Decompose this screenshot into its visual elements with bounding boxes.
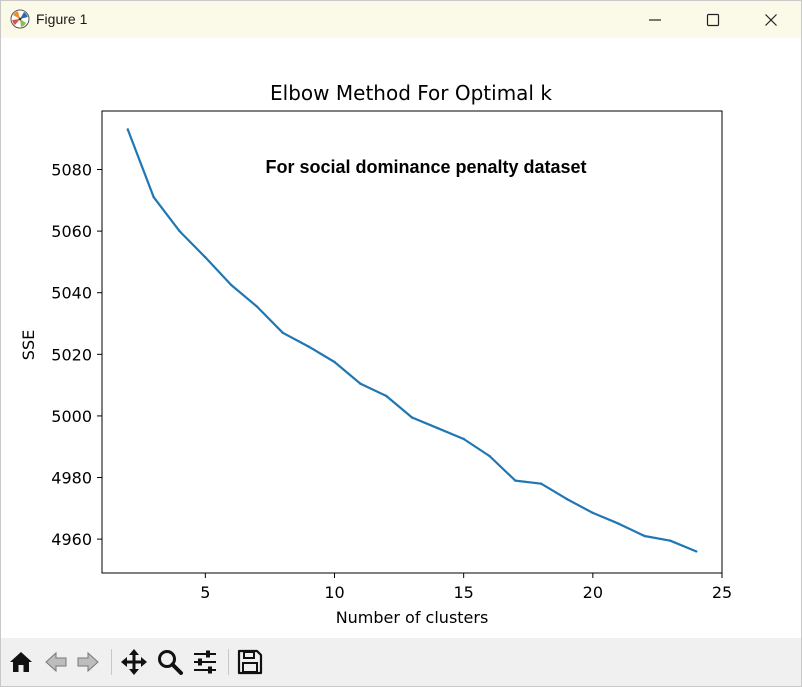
data-point — [333, 360, 336, 364]
pan-button[interactable] — [119, 647, 149, 677]
back-icon — [45, 651, 67, 673]
y-axis: 4960 4980 5000 5020 5040 5060 5080 — [51, 161, 102, 549]
data-point — [669, 539, 672, 542]
y-tick-label: 5040 — [51, 284, 92, 303]
data-point — [540, 482, 543, 485]
data-point — [359, 382, 362, 385]
minimize-button[interactable] — [626, 1, 684, 38]
configure-subplots-icon — [194, 650, 216, 674]
maximize-button[interactable] — [684, 1, 742, 38]
data-point — [178, 229, 181, 233]
x-tick-label: 15 — [453, 583, 473, 602]
data-point — [385, 394, 388, 398]
data-point — [126, 128, 129, 131]
data-point — [591, 511, 594, 515]
forward-icon — [77, 651, 99, 673]
data-point — [514, 479, 517, 482]
configure-subplots-button[interactable] — [190, 647, 220, 677]
data-point — [255, 305, 259, 308]
data-point — [488, 454, 491, 458]
y-axis-label: SSE — [19, 330, 38, 360]
data-point — [152, 196, 155, 199]
series-points — [126, 128, 698, 553]
toolbar-separator — [228, 649, 229, 675]
maximize-icon — [706, 13, 720, 26]
y-tick-label: 5020 — [51, 345, 92, 364]
toolbar-separator — [111, 649, 112, 675]
data-point — [410, 416, 414, 419]
back-button[interactable] — [41, 647, 71, 677]
home-button[interactable] — [6, 647, 36, 677]
close-button[interactable] — [742, 1, 800, 38]
pan-icon — [121, 649, 147, 675]
zoom-button[interactable] — [155, 647, 185, 677]
minimize-icon — [649, 18, 661, 21]
data-point — [307, 345, 310, 348]
y-tick-label: 5080 — [51, 161, 92, 180]
data-point — [436, 427, 439, 430]
window-title: Figure 1 — [36, 11, 88, 27]
y-tick-label: 4960 — [51, 530, 92, 549]
chart-title: Elbow Method For Optimal k — [270, 81, 552, 105]
close-icon — [765, 13, 777, 26]
data-point — [462, 437, 465, 441]
x-tick-label: 20 — [583, 583, 603, 602]
x-tick-label: 5 — [200, 583, 210, 602]
save-button[interactable] — [235, 647, 265, 677]
data-point — [281, 331, 284, 334]
data-point — [617, 522, 620, 525]
navigation-toolbar — [1, 638, 801, 686]
y-tick-label: 4980 — [51, 469, 92, 488]
data-point — [643, 534, 646, 538]
chart-annotation: For social dominance penalty dataset — [265, 157, 586, 177]
save-icon — [237, 649, 263, 675]
forward-button[interactable] — [73, 647, 103, 677]
plot-area — [101, 110, 723, 574]
data-point — [565, 497, 569, 501]
data-point — [695, 550, 698, 553]
title-bar[interactable]: Figure 1 — [1, 1, 801, 38]
matplotlib-app-icon — [10, 9, 30, 29]
y-tick-label: 5060 — [51, 222, 92, 241]
home-icon — [10, 652, 32, 672]
x-tick-label: 10 — [324, 583, 344, 602]
x-axis-label: Number of clusters — [336, 608, 489, 627]
data-point — [230, 283, 233, 287]
x-tick-label: 25 — [712, 583, 732, 602]
x-axis: 5 10 15 20 25 — [200, 573, 732, 602]
y-tick-label: 5000 — [51, 407, 92, 426]
data-point — [204, 256, 207, 259]
figure-canvas[interactable]: Elbow Method For Optimal k For social do… — [1, 38, 801, 638]
elbow-chart: Elbow Method For Optimal k For social do… — [19, 81, 732, 627]
zoom-icon — [158, 650, 183, 675]
